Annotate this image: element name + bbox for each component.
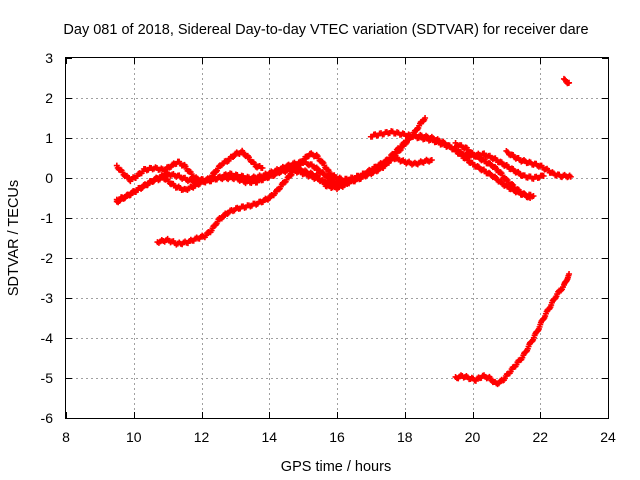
y-tick-label: -5 <box>41 370 54 386</box>
data-point <box>566 79 573 86</box>
data-point <box>566 271 573 277</box>
axis-ticks <box>66 58 609 419</box>
y-tick-label: -4 <box>41 330 54 346</box>
y-axis-label: SDTVAR / TECUs <box>6 180 22 296</box>
y-tick-label: -6 <box>41 410 54 426</box>
x-tick-label: 12 <box>194 429 210 445</box>
data-point <box>509 181 516 188</box>
chart-title: Day 081 of 2018, Sidereal Day-to-day VTE… <box>63 22 588 38</box>
data-point <box>259 165 266 171</box>
data-point <box>567 173 574 180</box>
x-axis-label: GPS time / hours <box>281 459 391 475</box>
x-tick-label: 14 <box>261 429 277 445</box>
data-series <box>452 139 534 201</box>
y-tick-label: -2 <box>41 250 54 266</box>
x-tick-label: 8 <box>62 429 70 445</box>
x-tick-label: 24 <box>600 429 616 445</box>
data-point <box>503 175 510 182</box>
y-tick-label: -3 <box>41 290 54 306</box>
data-point <box>287 172 294 179</box>
data-point <box>428 157 435 163</box>
data-point <box>422 115 429 121</box>
data-point <box>497 169 504 176</box>
y-tick-labels: -6 -5 -4 -3 -2 -1 0 1 2 3 <box>41 50 54 426</box>
y-tick-label: 1 <box>45 130 53 146</box>
data-point <box>212 221 219 228</box>
x-tick-label: 16 <box>329 429 345 445</box>
data-point <box>293 165 300 172</box>
data-series <box>560 75 573 87</box>
data-point <box>527 195 534 201</box>
data-point <box>540 173 547 179</box>
data-point <box>558 287 565 294</box>
data-point <box>313 164 320 171</box>
x-tick-label: 10 <box>126 429 142 445</box>
data-point <box>497 178 504 185</box>
y-tick-label: -1 <box>41 210 54 226</box>
data-series <box>452 271 573 388</box>
data-point <box>319 169 326 176</box>
grid-lines <box>66 58 608 418</box>
data-point <box>230 154 237 161</box>
y-tick-label: 2 <box>45 90 53 106</box>
x-tick-label: 22 <box>532 429 548 445</box>
plot-frame <box>65 57 609 419</box>
x-tick-label: 18 <box>397 429 413 445</box>
y-tick-label: 0 <box>45 170 53 186</box>
x-tick-labels: 8 10 12 14 16 18 20 22 24 <box>62 429 616 445</box>
data-point <box>224 210 231 217</box>
data-series <box>503 147 574 181</box>
data-markers <box>113 75 574 388</box>
data-series <box>367 128 547 182</box>
y-tick-label: 3 <box>45 50 53 66</box>
x-tick-label: 20 <box>465 429 481 445</box>
